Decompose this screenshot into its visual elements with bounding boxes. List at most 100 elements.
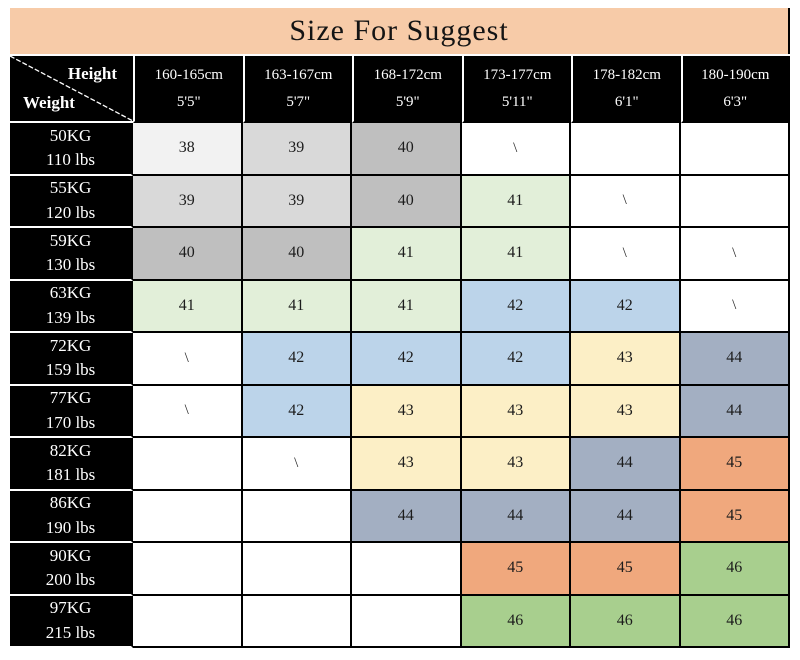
height-range: 163-167cm bbox=[264, 67, 333, 84]
size-cell: \ bbox=[133, 333, 243, 386]
weight-lbs: 159 lbs bbox=[45, 360, 96, 380]
size-cell: 42 bbox=[461, 280, 571, 333]
size-cell bbox=[133, 543, 243, 596]
size-cell: 45 bbox=[461, 543, 571, 596]
weight-row-header: 97KG 215 lbs bbox=[10, 595, 133, 648]
height-feet: 5'11" bbox=[501, 93, 533, 110]
size-cell: 43 bbox=[571, 333, 681, 386]
size-cell: 41 bbox=[352, 280, 462, 333]
size-cell bbox=[133, 595, 243, 648]
size-cell: 40 bbox=[133, 228, 243, 281]
weight-lbs: 120 lbs bbox=[45, 202, 96, 222]
size-cell: 42 bbox=[242, 333, 352, 386]
size-cell: 40 bbox=[242, 228, 352, 281]
diagonal-line-icon bbox=[10, 56, 133, 121]
weight-lbs: 170 lbs bbox=[45, 412, 96, 432]
size-cell: 44 bbox=[680, 385, 790, 438]
size-cell: 46 bbox=[680, 595, 790, 648]
size-cell: 38 bbox=[133, 123, 243, 176]
size-cell: \ bbox=[242, 438, 352, 491]
weight-row-header: 77KG 170 lbs bbox=[10, 385, 133, 438]
corner-cell: Height Weight bbox=[10, 56, 133, 123]
size-cell: \ bbox=[680, 228, 790, 281]
size-cell: \ bbox=[571, 175, 681, 228]
size-cell: 41 bbox=[352, 228, 462, 281]
height-range: 168-172cm bbox=[373, 67, 442, 84]
height-range: 178-182cm bbox=[592, 67, 661, 84]
column-header: 178-182cm 6'1" bbox=[571, 56, 681, 123]
weight-row-header: 50KG 110 lbs bbox=[10, 123, 133, 176]
size-cell: \ bbox=[680, 280, 790, 333]
weight-kg: 97KG bbox=[49, 598, 92, 618]
weight-row-header: 63KG 139 lbs bbox=[10, 280, 133, 333]
size-cell: 45 bbox=[680, 438, 790, 491]
size-cell: 42 bbox=[461, 333, 571, 386]
column-header: 168-172cm 5'9" bbox=[352, 56, 462, 123]
height-feet: 5'7" bbox=[286, 93, 311, 110]
size-cell: 42 bbox=[352, 333, 462, 386]
height-feet: 6'3" bbox=[723, 93, 748, 110]
size-cell: 41 bbox=[461, 228, 571, 281]
size-cell: 46 bbox=[571, 595, 681, 648]
size-cell bbox=[133, 490, 243, 543]
size-cell: 44 bbox=[571, 438, 681, 491]
table-row: 90KG 200 lbs 45 45 46 bbox=[10, 543, 790, 596]
size-cell: 43 bbox=[352, 385, 462, 438]
size-cell: 46 bbox=[461, 595, 571, 648]
weight-lbs: 139 lbs bbox=[45, 307, 96, 327]
table-row: 59KG 130 lbs 40 40 41 41 \ \ bbox=[10, 228, 790, 281]
weight-row-header: 59KG 130 lbs bbox=[10, 228, 133, 281]
weight-kg: 63KG bbox=[49, 283, 92, 303]
weight-axis-label: Weight bbox=[23, 93, 75, 112]
height-feet: 5'5" bbox=[176, 93, 201, 110]
height-range: 160-165cm bbox=[154, 67, 223, 84]
height-feet: 6'1" bbox=[614, 93, 639, 110]
size-cell bbox=[242, 543, 352, 596]
size-table: Height Weight 160-165cm 5'5" 163-167cm 5'7"… bbox=[10, 56, 790, 648]
weight-row-header: 82KG 181 lbs bbox=[10, 438, 133, 491]
header-row: Height Weight 160-165cm 5'5" 163-167cm 5'7"… bbox=[10, 56, 790, 123]
height-axis-label: Height bbox=[67, 64, 117, 83]
size-cell: 44 bbox=[680, 333, 790, 386]
weight-row-header: 86KG 190 lbs bbox=[10, 490, 133, 543]
size-cell bbox=[352, 595, 462, 648]
table-row: 72KG 159 lbs \ 42 42 42 43 44 bbox=[10, 333, 790, 386]
column-header: 163-167cm 5'7" bbox=[242, 56, 352, 123]
weight-kg: 72KG bbox=[49, 335, 92, 355]
size-cell bbox=[352, 543, 462, 596]
chart-title: Size For Suggest bbox=[10, 8, 790, 54]
weight-kg: 82KG bbox=[49, 440, 92, 460]
size-cell: 40 bbox=[352, 175, 462, 228]
size-cell: \ bbox=[133, 385, 243, 438]
size-cell: 39 bbox=[242, 175, 352, 228]
size-cell: \ bbox=[461, 123, 571, 176]
table-row: 97KG 215 lbs 46 46 46 bbox=[10, 595, 790, 648]
height-feet: 5'9" bbox=[395, 93, 420, 110]
weight-lbs: 215 lbs bbox=[45, 622, 96, 642]
size-cell bbox=[133, 438, 243, 491]
size-cell: 40 bbox=[352, 123, 462, 176]
size-cell: 45 bbox=[680, 490, 790, 543]
weight-row-header: 90KG 200 lbs bbox=[10, 543, 133, 596]
size-cell: 46 bbox=[680, 543, 790, 596]
weight-row-header: 72KG 159 lbs bbox=[10, 333, 133, 386]
column-header: 160-165cm 5'5" bbox=[133, 56, 243, 123]
weight-lbs: 110 lbs bbox=[46, 150, 95, 170]
height-range: 173-177cm bbox=[483, 67, 552, 84]
size-cell: 43 bbox=[352, 438, 462, 491]
table-row: 50KG 110 lbs 38 39 40 \ bbox=[10, 123, 790, 176]
weight-kg: 77KG bbox=[49, 388, 92, 408]
weight-lbs: 181 lbs bbox=[45, 465, 96, 485]
weight-kg: 90KG bbox=[49, 545, 92, 565]
size-cell: 41 bbox=[133, 280, 243, 333]
weight-kg: 59KG bbox=[49, 230, 92, 250]
table-row: 77KG 170 lbs \ 42 43 43 43 44 bbox=[10, 385, 790, 438]
column-header: 180-190cm 6'3" bbox=[680, 56, 790, 123]
table-row: 63KG 139 lbs 41 41 41 42 42 \ bbox=[10, 280, 790, 333]
size-cell bbox=[571, 123, 681, 176]
weight-lbs: 190 lbs bbox=[45, 517, 96, 537]
weight-lbs: 200 lbs bbox=[45, 570, 96, 590]
size-cell: 44 bbox=[461, 490, 571, 543]
size-cell: 39 bbox=[242, 123, 352, 176]
